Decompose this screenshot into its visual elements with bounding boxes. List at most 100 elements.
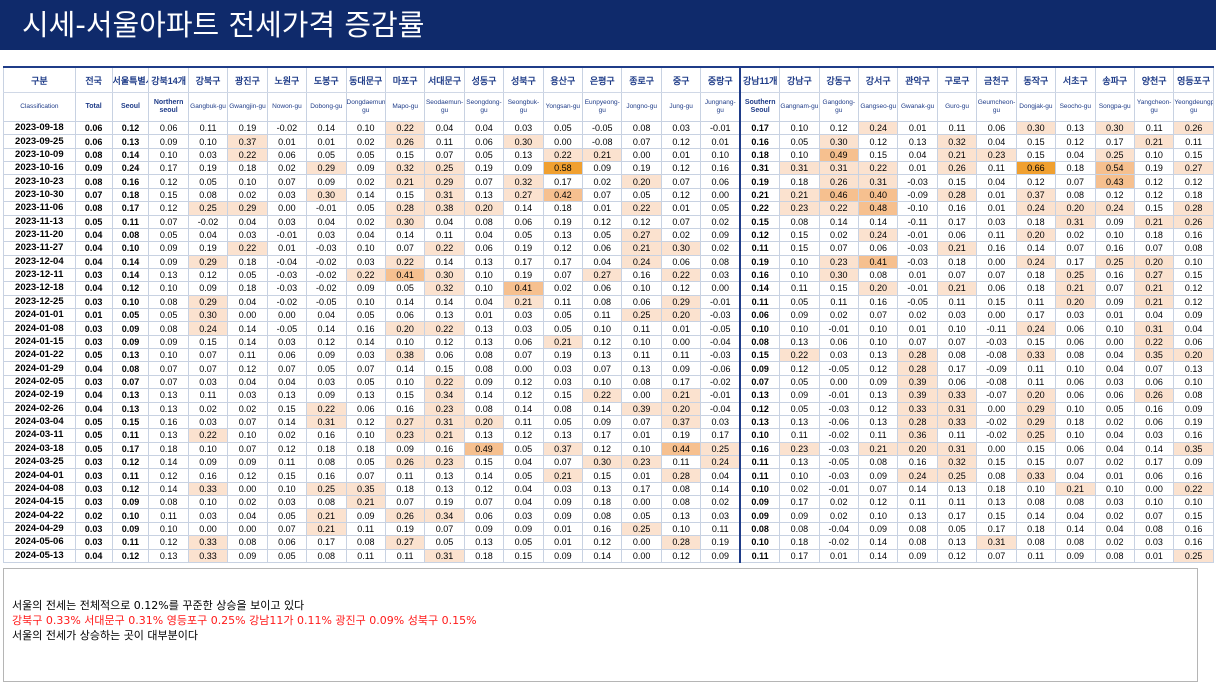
table-cell: 0.10	[739, 535, 781, 550]
table-cell: 0.06	[266, 348, 308, 363]
table-cell: 0.08	[1173, 241, 1214, 256]
table-cell: 0.07	[74, 187, 113, 203]
table-cell: 0.06	[503, 214, 544, 229]
table-cell: 0.04	[74, 361, 113, 376]
table-cell: 0.25	[1173, 548, 1214, 563]
table-cell: 0.12	[818, 120, 860, 136]
table-cell: 0.08	[463, 361, 505, 376]
table-cell: 0.01	[74, 308, 113, 323]
table-cell: 0.21	[1133, 134, 1175, 149]
table-body: 2023-09-18 0.06 0.12 0.06 0.11 0.19 -0.02 0.14 0…	[3, 120, 1214, 563]
table-cell: 0.14	[897, 481, 938, 497]
table-cell: 0.04	[306, 308, 347, 323]
table-cell: 0.08	[897, 521, 938, 537]
table-row: 2024-05-06 0.03 0.11 0.12 0.33 0.08 0.06 0.17 0.…	[3, 535, 1214, 550]
table-cell: 0.14	[227, 321, 268, 336]
row-date: 2023-12-25	[3, 294, 76, 310]
table-cell: 0.14	[384, 227, 426, 243]
table-cell: 0.11	[582, 308, 623, 323]
table-cell: 0.15	[1173, 508, 1214, 523]
table-cell: 0.17	[779, 548, 820, 563]
table-cell: 0.12	[660, 281, 702, 296]
table-cell: -0.02	[700, 374, 741, 390]
table-cell: -0.01	[897, 227, 938, 243]
table-cell: 0.15	[503, 548, 544, 563]
table-row: 2024-02-26 0.04 0.13 0.13 0.02 0.02 0.15 0.22 0.…	[3, 401, 1214, 416]
table-cell: 0.03	[266, 334, 308, 350]
table-cell: 0.05	[582, 227, 623, 243]
table-cell: 0.09	[187, 454, 229, 470]
table-cell: 0.03	[74, 267, 113, 283]
table-cell: 0.18	[227, 254, 268, 269]
table-cell: 0.15	[1015, 334, 1057, 350]
table-cell: 0.11	[1015, 374, 1057, 390]
table-cell: 0.16	[582, 521, 623, 537]
column-header-kr: 강북구	[187, 66, 229, 93]
table-cell: 0.07	[148, 214, 189, 229]
table-cell: 0.09	[111, 334, 150, 350]
table-cell: 0.08	[1055, 348, 1096, 363]
table-cell: 0.30	[503, 134, 544, 149]
table-cell: 0.11	[936, 428, 978, 443]
row-date: 2024-02-26	[3, 401, 76, 416]
table-cell: 0.15	[187, 334, 229, 350]
table-cell: 0.05	[266, 508, 308, 523]
table-cell: 0.03	[1133, 428, 1175, 443]
table-cell: -0.01	[700, 120, 741, 136]
table-cell: 0.23	[976, 147, 1017, 163]
table-cell: 0.11	[936, 495, 978, 510]
table-cell: 0.00	[621, 548, 662, 563]
table-cell: 0.13	[779, 414, 820, 430]
table-cell: 0.27	[1173, 161, 1214, 176]
table-cell: 0.14	[266, 414, 308, 430]
table-cell: 0.08	[660, 481, 702, 497]
table-cell: 0.02	[266, 161, 308, 176]
table-cell: 0.07	[227, 414, 268, 430]
table-cell: 0.18	[227, 161, 268, 176]
table-cell: 0.08	[897, 535, 938, 550]
table-cell: 0.15	[976, 508, 1017, 523]
table-cell: 0.20	[1133, 254, 1175, 269]
table-cell: 0.04	[1055, 468, 1096, 483]
table-cell: 0.02	[1094, 454, 1135, 470]
table-cell: 0.27	[1133, 267, 1175, 283]
table-cell: 0.15	[1173, 267, 1214, 283]
table-header: 구분전국서울특별시강북14개강북구광진구노원구도봉구동대문구마포구서대문구성동구…	[3, 66, 1214, 122]
table-cell: 0.18	[1015, 521, 1057, 537]
table-cell: 0.03	[74, 468, 113, 483]
table-cell: 0.08	[542, 401, 584, 416]
table-cell: 0.29	[424, 174, 465, 189]
table-cell: 0.31	[424, 414, 465, 430]
table-row: 2023-12-11 0.03 0.14 0.13 0.12 0.05 -0.03 -0.02…	[3, 267, 1214, 283]
table-cell: 0.11	[897, 495, 938, 510]
table-cell: 0.14	[1015, 241, 1057, 256]
table-cell: 0.00	[976, 441, 1017, 456]
table-cell: 0.19	[227, 120, 268, 136]
table-cell: 0.03	[503, 508, 544, 523]
table-cell: 0.17	[306, 535, 347, 550]
table-cell: 0.17	[700, 428, 741, 443]
table-cell: 0.19	[700, 535, 741, 550]
table-cell: 0.24	[1015, 321, 1057, 336]
table-cell: 0.06	[74, 120, 113, 136]
table-cell: 0.36	[897, 428, 938, 443]
table-cell: 0.10	[582, 374, 623, 390]
table-cell: 0.14	[111, 147, 150, 163]
table-cell: 0.14	[384, 361, 426, 376]
table-cell: 0.13	[936, 481, 978, 497]
table-cell: 0.07	[148, 374, 189, 390]
table-cell: 0.07	[384, 241, 426, 256]
table-cell: 0.02	[779, 481, 820, 497]
table-cell: 0.13	[111, 134, 150, 149]
table-cell: 0.06	[621, 294, 662, 310]
table-cell: 0.30	[424, 267, 465, 283]
row-date: 2024-05-06	[3, 535, 76, 550]
table-cell: 0.15	[779, 227, 820, 243]
table-cell: 0.08	[463, 401, 505, 416]
table-cell: 0.17	[503, 254, 544, 269]
column-header-kr: 구분	[3, 66, 76, 93]
table-cell: 0.01	[897, 321, 938, 336]
table-cell: 0.07	[266, 521, 308, 537]
table-cell: 0.19	[1173, 414, 1214, 430]
table-cell: 0.16	[1173, 428, 1214, 443]
